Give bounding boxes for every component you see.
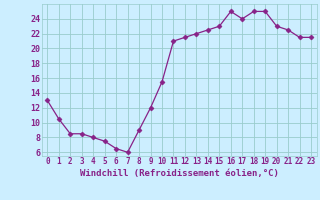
X-axis label: Windchill (Refroidissement éolien,°C): Windchill (Refroidissement éolien,°C) — [80, 169, 279, 178]
